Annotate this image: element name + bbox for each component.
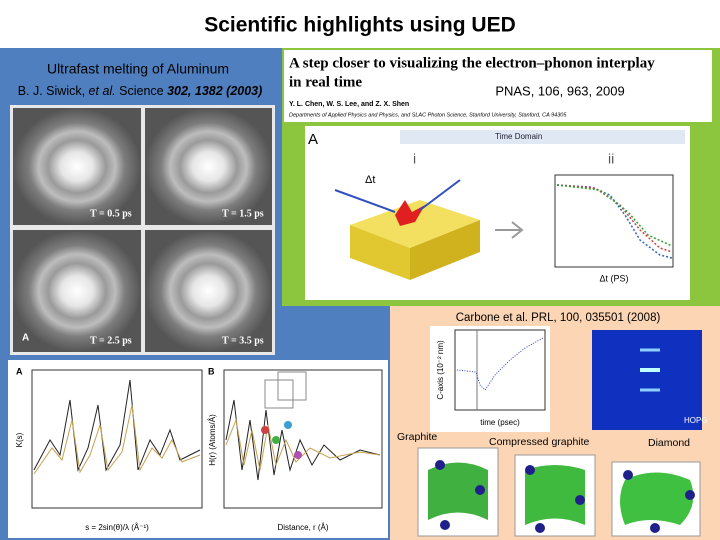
y-axis-label: H(r) (Atoms/Å) [208, 414, 217, 466]
article-title: A step closer to visualizing the electro… [289, 55, 655, 71]
hopg-label: HOPG [684, 416, 708, 425]
structure-images [417, 447, 701, 537]
plot-axes [223, 369, 383, 509]
carbone-curve [456, 337, 544, 391]
left-citation: B. J. Siwick, et al. Science 302, 1382 (… [18, 84, 263, 98]
carbone-plot [430, 326, 550, 432]
structure-label: Compressed graphite [489, 436, 590, 448]
plot-letter: A [16, 366, 23, 376]
diffraction-image [13, 108, 141, 225]
panel-letter: A [22, 333, 29, 344]
carbone-citation: Carbone et al. PRL, 100, 035501 (2008) [456, 312, 661, 324]
lattice-icon [261, 371, 307, 459]
inset-curve [556, 184, 673, 253]
y-axis-label: K(s) [15, 432, 24, 447]
etal: et al. [89, 84, 116, 98]
structure-label: Graphite [397, 431, 437, 443]
inset-curve [556, 184, 673, 247]
panel-label: T = 2.5 ps [90, 335, 132, 346]
diffraction-images [13, 108, 272, 352]
plot-curve [33, 404, 201, 475]
plot-axes [31, 369, 203, 509]
plot-curve [225, 418, 381, 471]
panel-label: T = 1.5 ps [222, 208, 264, 219]
left-heading: Ultrafast melting of Aluminum [47, 61, 229, 77]
article-authors: Y. L. Chen, W. S. Lee, and Z. X. Shen [289, 101, 409, 108]
delta-t: Δt [365, 174, 375, 186]
x-axis-label: s = 2sin(θ)/λ (Å⁻¹) [85, 523, 149, 532]
figure-title: Time Domain [495, 132, 542, 141]
x-axis-label: Distance, r (Å) [277, 523, 328, 532]
article-affiliation: Departments of Applied Physics and Physi… [289, 112, 567, 118]
plot-letter: B [208, 366, 215, 376]
pnas-citation: PNAS, 106, 963, 2009 [495, 83, 624, 98]
slide-title: Scientific highlights using UED [204, 14, 516, 37]
probe-beam [334, 189, 396, 213]
ref: 302, 1382 (2003) [167, 84, 262, 98]
inset-x-label: Δt (PS) [599, 273, 628, 283]
pnas-figure [305, 126, 690, 300]
inset-axes [554, 174, 674, 268]
article-header [284, 50, 712, 122]
plot-curve [33, 379, 201, 472]
authors: B. J. Siwick, [18, 84, 89, 98]
diffraction-image [145, 108, 272, 225]
article-title: in real time [289, 74, 362, 90]
gold-lattice [350, 200, 480, 280]
structure-label: Diamond [648, 437, 690, 449]
figure-letter: A [308, 131, 318, 148]
diffraction-image [145, 230, 272, 352]
diffraction-image [13, 230, 141, 352]
carbone-x-label: time (psec) [480, 418, 520, 427]
panel-label: T = 0.5 ps [90, 208, 132, 219]
carbone-y-label: C-axis (10⁻² nm) [436, 340, 445, 400]
panel-label: T = 3.5 ps [222, 335, 264, 346]
sub-label: ii [608, 151, 614, 167]
arrow [495, 221, 524, 239]
hopg-image [592, 330, 702, 430]
plot-curve [225, 399, 381, 481]
figure-banner [400, 130, 685, 144]
sub-label: i [413, 151, 416, 167]
journal: Science [116, 84, 167, 98]
carbone-axes [454, 329, 546, 411]
diffracted-beam [419, 179, 461, 211]
